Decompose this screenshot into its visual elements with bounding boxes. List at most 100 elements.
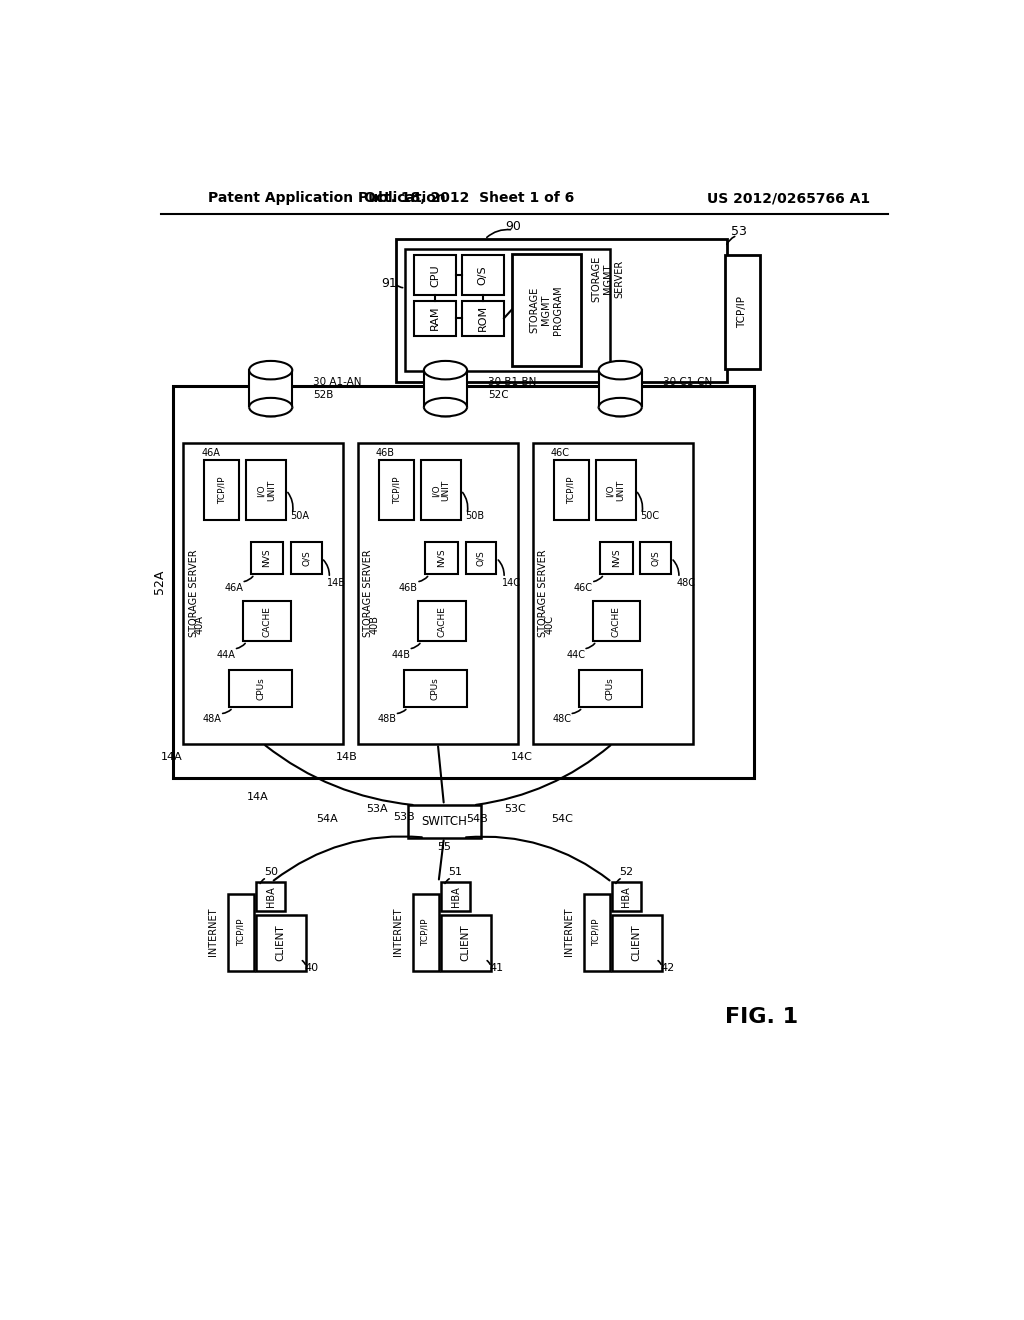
Text: 30 A1-AN: 30 A1-AN: [313, 376, 361, 387]
Text: 50B: 50B: [465, 511, 484, 521]
Text: TCP/IP: TCP/IP: [217, 477, 226, 504]
Text: Patent Application Publication: Patent Application Publication: [208, 191, 445, 206]
Ellipse shape: [599, 397, 642, 416]
Text: SWITCH: SWITCH: [422, 814, 467, 828]
Text: 50C: 50C: [640, 511, 659, 521]
Text: NVS: NVS: [612, 549, 621, 568]
Bar: [554, 461, 589, 520]
Bar: [425, 543, 458, 574]
Text: 51: 51: [449, 867, 463, 878]
Text: 55: 55: [437, 842, 452, 851]
Text: CPUs: CPUs: [431, 677, 440, 701]
Text: RAM: RAM: [430, 306, 440, 330]
Text: 14A: 14A: [161, 752, 183, 763]
Bar: [229, 671, 292, 708]
Bar: [205, 461, 240, 520]
Text: 42: 42: [660, 964, 675, 973]
Text: CLIENT: CLIENT: [275, 925, 286, 961]
Bar: [379, 461, 414, 520]
Bar: [593, 601, 640, 642]
Bar: [413, 894, 438, 970]
Text: INTERNET: INTERNET: [563, 908, 573, 957]
Text: 91: 91: [381, 277, 397, 289]
Text: 52: 52: [620, 867, 634, 878]
Text: STORAGE
MGMT
PROGRAM: STORAGE MGMT PROGRAM: [529, 285, 563, 334]
Bar: [246, 461, 286, 520]
Text: NVS: NVS: [262, 549, 271, 568]
Bar: [256, 915, 306, 970]
Text: 46B: 46B: [399, 583, 418, 593]
Text: I/O
UNIT: I/O UNIT: [606, 479, 626, 500]
Text: TCP/IP: TCP/IP: [237, 919, 245, 946]
Text: 14B: 14B: [328, 578, 346, 589]
Bar: [640, 543, 671, 574]
Text: HBA: HBA: [622, 887, 632, 907]
Text: STORAGE SERVER: STORAGE SERVER: [188, 549, 199, 638]
Text: 52C: 52C: [487, 389, 509, 400]
Text: O/S: O/S: [302, 550, 310, 566]
Text: 53: 53: [731, 224, 746, 238]
Text: HBA: HBA: [451, 887, 461, 907]
Text: TCP/IP: TCP/IP: [592, 919, 601, 946]
Bar: [579, 671, 642, 708]
Bar: [228, 894, 254, 970]
Text: STORAGE
MGMT
SERVER: STORAGE MGMT SERVER: [592, 256, 625, 302]
Text: O/S: O/S: [651, 550, 660, 566]
Bar: [396, 239, 727, 381]
Bar: [600, 543, 633, 574]
Text: CLIENT: CLIENT: [632, 925, 641, 961]
Bar: [421, 461, 461, 520]
Ellipse shape: [249, 360, 292, 379]
Text: O/S: O/S: [476, 550, 485, 566]
Bar: [249, 407, 293, 417]
Bar: [183, 444, 343, 743]
Bar: [291, 543, 322, 574]
Bar: [406, 249, 609, 371]
Text: 48C: 48C: [552, 714, 571, 723]
Bar: [424, 370, 467, 407]
Text: ROM: ROM: [478, 305, 487, 331]
Text: 50A: 50A: [291, 511, 309, 521]
Text: 53A: 53A: [367, 804, 388, 814]
Text: 40: 40: [304, 964, 318, 973]
Text: 48B: 48B: [378, 714, 396, 723]
Text: 14C: 14C: [511, 752, 532, 763]
Text: HBA: HBA: [265, 887, 275, 907]
Text: TCP/IP: TCP/IP: [392, 477, 401, 504]
Bar: [466, 543, 497, 574]
Text: 46B: 46B: [376, 447, 395, 458]
Text: CPUs: CPUs: [606, 677, 614, 701]
Text: CACHE: CACHE: [262, 606, 271, 636]
Text: O/S: O/S: [478, 265, 487, 285]
Text: 14B: 14B: [336, 752, 357, 763]
Text: 50: 50: [264, 867, 278, 878]
Text: CPU: CPU: [430, 264, 440, 286]
Bar: [462, 301, 504, 335]
Bar: [249, 370, 292, 407]
Bar: [532, 444, 692, 743]
Text: I/O
UNIT: I/O UNIT: [256, 479, 275, 500]
Ellipse shape: [249, 397, 292, 416]
Text: 14A: 14A: [247, 792, 268, 803]
Text: INTERNET: INTERNET: [208, 908, 218, 957]
Text: 53B: 53B: [393, 812, 415, 822]
Text: 54A: 54A: [316, 814, 338, 824]
Text: CACHE: CACHE: [612, 606, 621, 636]
Text: 40C: 40C: [545, 615, 554, 634]
Text: US 2012/0265766 A1: US 2012/0265766 A1: [707, 191, 869, 206]
Text: TCP/IP: TCP/IP: [567, 477, 575, 504]
Bar: [598, 407, 643, 417]
Bar: [243, 601, 291, 642]
Text: 48C: 48C: [677, 578, 696, 589]
Bar: [599, 370, 642, 407]
Bar: [173, 385, 755, 779]
Bar: [441, 882, 470, 911]
Text: 52A: 52A: [154, 570, 166, 594]
Text: 44C: 44C: [566, 649, 585, 660]
Text: 14C: 14C: [502, 578, 521, 589]
Text: 54B: 54B: [466, 814, 487, 824]
Text: 44A: 44A: [217, 649, 236, 660]
Text: I/O
UNIT: I/O UNIT: [431, 479, 451, 500]
Ellipse shape: [424, 360, 467, 379]
Bar: [418, 601, 466, 642]
